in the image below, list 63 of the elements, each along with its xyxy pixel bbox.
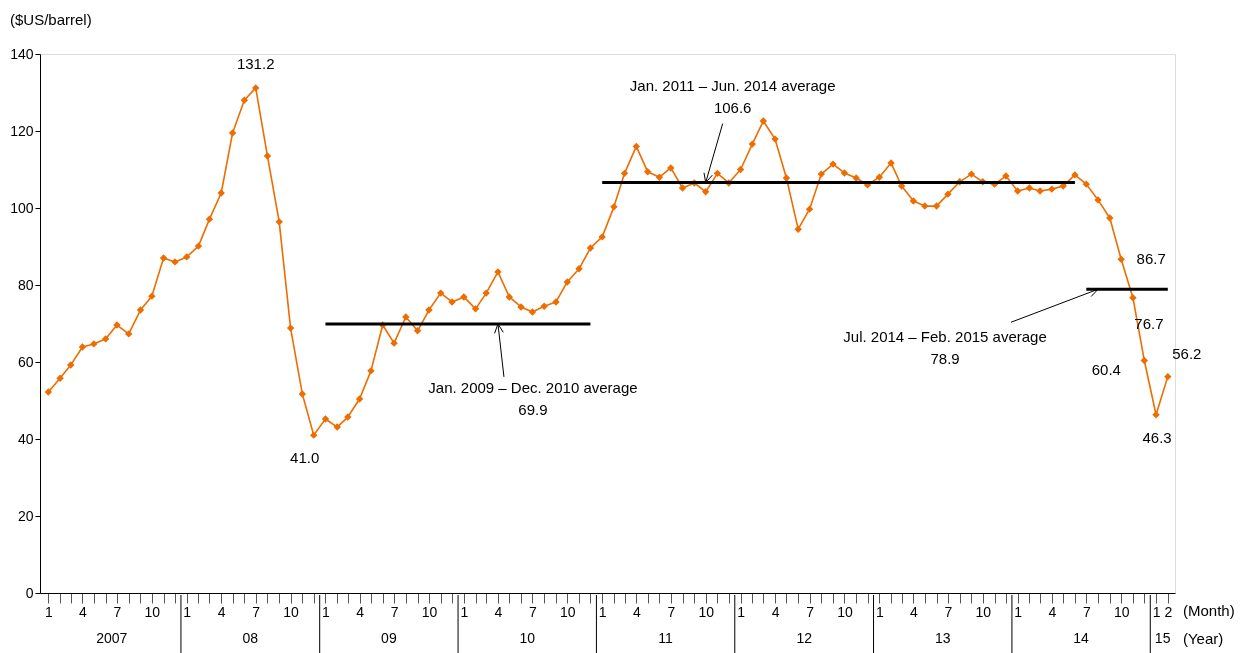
- data-label: 131.2: [236, 54, 275, 72]
- data-label: 56.2: [1172, 344, 1202, 362]
- x-tick-label: 7: [529, 603, 538, 620]
- y-tick-label: 20: [17, 507, 34, 524]
- x-tick-label: 1: [183, 603, 192, 620]
- data-label: 86.7: [1136, 250, 1166, 268]
- x-tick-label: 4: [356, 603, 365, 620]
- text: 13: [934, 630, 951, 646]
- y-tick-label: 100: [10, 199, 34, 216]
- x-tick-label: 1: [460, 603, 469, 620]
- annotation: Jan. 2009 – Dec. 2010 average 69.9: [428, 378, 638, 418]
- data-label: 60.4: [1091, 361, 1121, 379]
- y-tick-label: 120: [10, 122, 34, 139]
- x-tick-label: 1: [875, 603, 884, 620]
- x-tick-label: 1: [1014, 603, 1023, 620]
- x-tick-label: 2: [1164, 603, 1173, 620]
- x-tick-label: 10: [698, 603, 715, 620]
- x-tick-label: 7: [390, 603, 399, 620]
- x-tick-label: 4: [1048, 603, 1057, 620]
- text: (Year): [1183, 630, 1224, 647]
- text: 12: [796, 630, 813, 646]
- x-tick-label: 4: [79, 603, 88, 620]
- x-tick-label: 1: [322, 603, 331, 620]
- x-tick-label: 4: [217, 603, 226, 620]
- y-tick-label: 0: [25, 584, 34, 601]
- x-tick-label: 4: [910, 603, 919, 620]
- x-tick-label: 7: [944, 603, 953, 620]
- data-label: 46.3: [1142, 428, 1172, 446]
- x-tick-label: 1: [737, 603, 746, 620]
- text: 08: [242, 630, 259, 646]
- x-tick-label: 10: [421, 603, 438, 620]
- x-tick-label: 10: [283, 603, 300, 620]
- text: 10: [519, 630, 536, 646]
- x-tick-label: 7: [113, 603, 122, 620]
- annotation: Jan. 2011 – Jun. 2014 average 106.6: [629, 76, 836, 116]
- x-tick-label: 7: [806, 603, 815, 620]
- x-tick-label: 10: [1113, 603, 1130, 620]
- y-tick-label: 60: [17, 353, 34, 370]
- x-tick-label: 10: [837, 603, 853, 620]
- text: 15: [1154, 630, 1171, 646]
- y-axis-title: ($US/barrel): [10, 11, 92, 28]
- text: 11: [658, 630, 674, 646]
- data-label: 41.0: [290, 449, 320, 467]
- x-tick-label: 4: [771, 603, 780, 620]
- x-tick-label: 4: [632, 603, 641, 620]
- x-tick-label: 4: [494, 603, 503, 620]
- x-tick-label: 7: [252, 603, 261, 620]
- x-tick-label: 1: [1152, 603, 1161, 620]
- y-tick-label: 140: [10, 45, 34, 62]
- y-tick-label: 80: [17, 276, 34, 293]
- text: 14: [1073, 630, 1090, 646]
- x-tick-label: 1: [598, 603, 607, 620]
- x-tick-label: 10: [975, 603, 992, 620]
- x-tick-label: 1: [44, 603, 53, 620]
- y-tick-label: 40: [17, 430, 34, 447]
- x-tick-label: 7: [667, 603, 676, 620]
- annotation: Jul. 2014 – Feb. 2015 average 78.9: [843, 328, 1047, 368]
- x-tick-label: 7: [1082, 603, 1091, 620]
- text: 2007: [96, 630, 128, 646]
- x-tick-label: 10: [560, 603, 576, 620]
- text: 09: [381, 630, 397, 646]
- x-tick-label: 10: [144, 603, 161, 620]
- x-axis-title: (Month): [1183, 602, 1235, 619]
